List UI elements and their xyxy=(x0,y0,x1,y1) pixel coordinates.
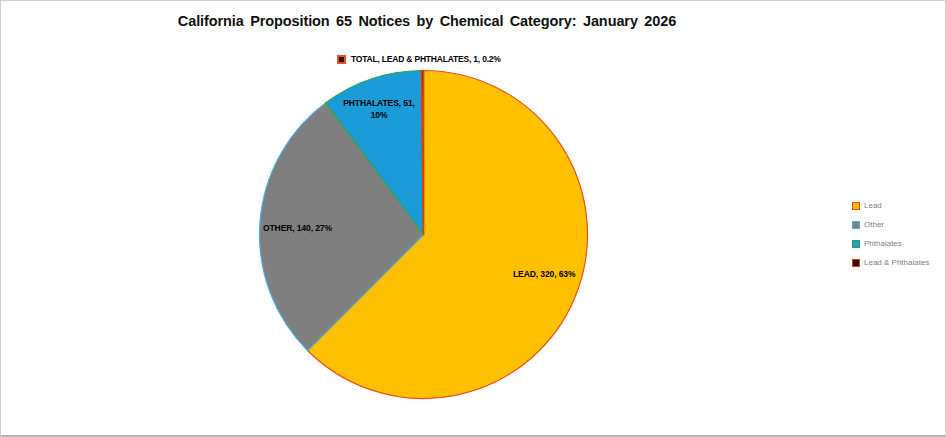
legend-item-other[interactable]: Other xyxy=(852,215,929,234)
legend-swatch-lead xyxy=(852,202,860,210)
legend: Lead Other Phthalates Lead & Phthalates xyxy=(852,196,929,272)
legend-item-lead[interactable]: Lead xyxy=(852,196,929,215)
legend-item-lead-phthalates[interactable]: Lead & Phthalates xyxy=(852,253,929,272)
legend-swatch-other xyxy=(852,221,860,229)
callout-total-lead-phthalates: TOTAL, LEAD & PHTHALATES, 1, 0.2% xyxy=(337,54,501,64)
legend-label-other: Other xyxy=(864,220,884,229)
data-label-other: OTHER, 140, 27% xyxy=(263,223,332,233)
pie-chart xyxy=(1,1,946,437)
data-label-lead-phthalates: TOTAL, LEAD & PHTHALATES, 1, 0.2% xyxy=(351,54,501,64)
legend-item-phthalates[interactable]: Phthalates xyxy=(852,234,929,253)
lead-phthalates-key-icon xyxy=(337,55,346,64)
legend-swatch-phthalates xyxy=(852,240,860,248)
data-label-lead: LEAD, 320, 63% xyxy=(513,269,575,279)
legend-swatch-lead-phthalates xyxy=(852,259,860,267)
legend-label-lead-phthalates: Lead & Phthalates xyxy=(864,258,929,267)
page-root: California Proposition 65 Notices by Che… xyxy=(0,0,946,437)
legend-label-phthalates: Phthalates xyxy=(864,239,902,248)
legend-label-lead: Lead xyxy=(864,201,882,210)
data-label-phthalates: PHTHALATES, 51, 10% xyxy=(336,98,422,121)
